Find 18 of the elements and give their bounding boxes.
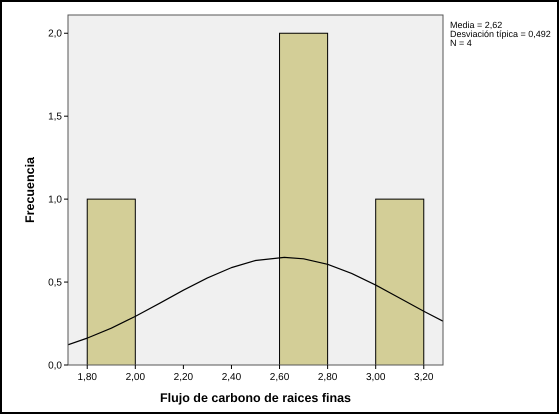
text: Media = 2,62 bbox=[450, 20, 502, 30]
text: N = 4 bbox=[450, 38, 472, 48]
x-tick-label: 2,40 bbox=[222, 372, 242, 383]
y-tick-label: 1,0 bbox=[48, 194, 62, 206]
x-tick-label: 3,00 bbox=[366, 372, 386, 383]
y-axis-title: Frecuencia bbox=[23, 156, 37, 224]
x-tick-label: 2,60 bbox=[270, 372, 290, 383]
x-axis-title: Flujo de carbono de raices finas bbox=[160, 391, 352, 405]
x-tick-label: 2,00 bbox=[126, 372, 146, 383]
text: Desviación típica = 0,492 bbox=[450, 29, 551, 39]
x-tick-label: 2,80 bbox=[318, 372, 338, 383]
y-tick-label: 0,0 bbox=[48, 360, 62, 372]
x-tick-label: 2,20 bbox=[174, 372, 194, 383]
y-tick-label: 0,5 bbox=[48, 278, 62, 289]
y-tick-label: 2,0 bbox=[48, 28, 62, 40]
y-tick-label: 1,5 bbox=[48, 112, 62, 123]
x-tick-label: 3,20 bbox=[414, 372, 434, 383]
x-tick-label: 1,80 bbox=[77, 372, 98, 383]
